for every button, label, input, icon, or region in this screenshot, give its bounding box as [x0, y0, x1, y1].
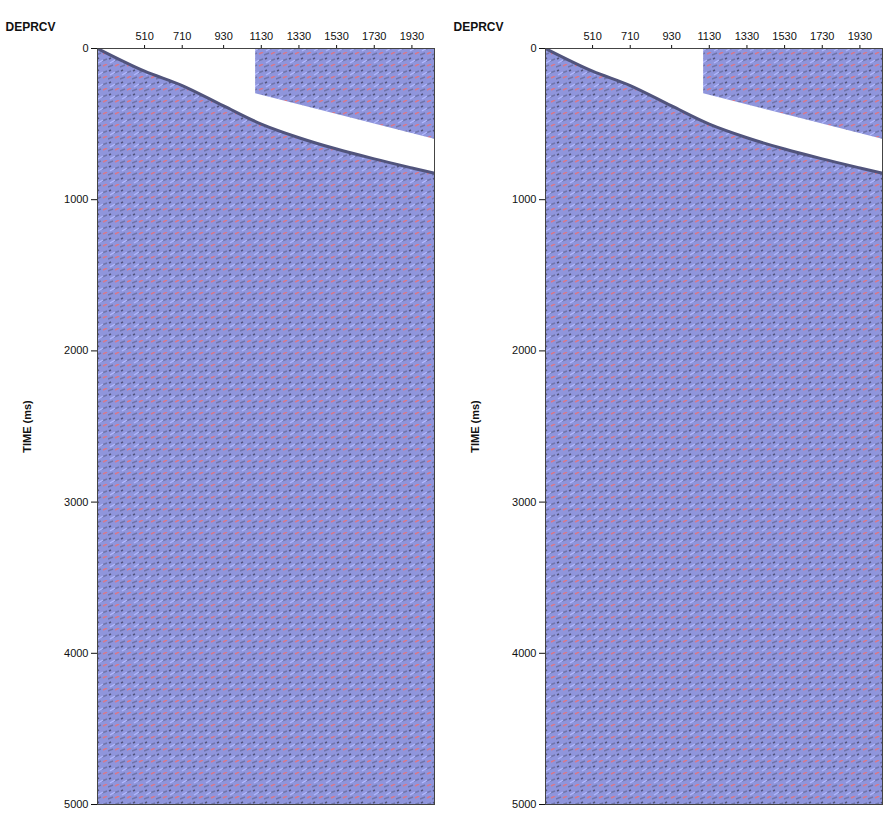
- svg-text:1330: 1330: [735, 30, 759, 42]
- svg-text:DEPRCV: DEPRCV: [6, 20, 56, 34]
- svg-text:2000: 2000: [512, 344, 536, 356]
- svg-text:4000: 4000: [64, 647, 88, 659]
- svg-text:0: 0: [530, 42, 536, 54]
- svg-text:510: 510: [135, 30, 153, 42]
- svg-text:1130: 1130: [697, 30, 721, 42]
- svg-text:710: 710: [621, 30, 639, 42]
- svg-text:2000: 2000: [64, 344, 88, 356]
- svg-text:0: 0: [82, 42, 88, 54]
- svg-text:5000: 5000: [64, 798, 88, 810]
- svg-text:1530: 1530: [324, 30, 348, 42]
- svg-text:1530: 1530: [772, 30, 796, 42]
- svg-text:1130: 1130: [249, 30, 273, 42]
- svg-text:1930: 1930: [400, 30, 424, 42]
- svg-text:TIME (ms): TIME (ms): [469, 400, 481, 453]
- svg-text:3000: 3000: [64, 496, 88, 508]
- svg-text:1000: 1000: [64, 193, 88, 205]
- svg-text:1330: 1330: [287, 30, 311, 42]
- svg-text:1930: 1930: [848, 30, 872, 42]
- svg-text:DEPRCV: DEPRCV: [454, 20, 504, 34]
- svg-text:510: 510: [583, 30, 601, 42]
- svg-text:1730: 1730: [810, 30, 834, 42]
- svg-text:930: 930: [662, 30, 680, 42]
- svg-text:1730: 1730: [362, 30, 386, 42]
- svg-text:4000: 4000: [512, 647, 536, 659]
- svg-text:TIME (ms): TIME (ms): [21, 400, 33, 453]
- svg-text:1000: 1000: [512, 193, 536, 205]
- svg-text:5000: 5000: [512, 798, 536, 810]
- svg-text:930: 930: [214, 30, 232, 42]
- svg-text:3000: 3000: [512, 496, 536, 508]
- svg-text:710: 710: [173, 30, 191, 42]
